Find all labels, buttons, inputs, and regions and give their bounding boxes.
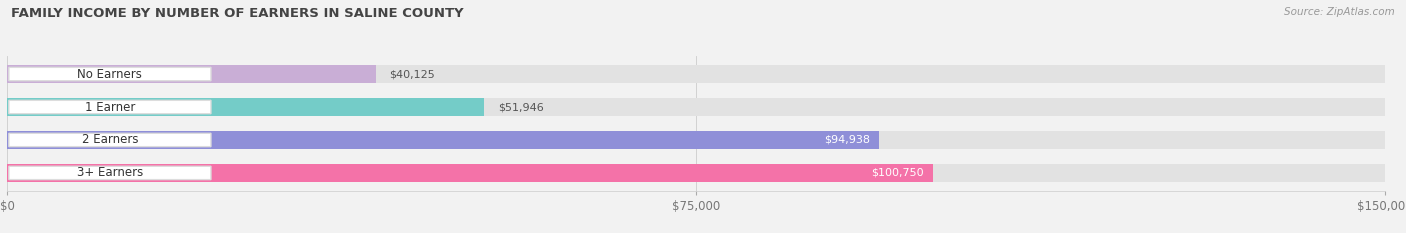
Text: $51,946: $51,946 [498, 102, 544, 112]
FancyBboxPatch shape [8, 133, 211, 147]
Bar [7, 65, 375, 83]
FancyBboxPatch shape [8, 67, 211, 81]
Text: 1 Earner: 1 Earner [84, 100, 135, 113]
Bar [7, 98, 1385, 116]
Bar [7, 131, 879, 149]
Text: No Earners: No Earners [77, 68, 142, 81]
Bar [7, 131, 1385, 149]
Text: 2 Earners: 2 Earners [82, 134, 138, 147]
Bar [7, 164, 1385, 182]
FancyBboxPatch shape [8, 100, 211, 114]
Bar [7, 98, 484, 116]
Text: 3+ Earners: 3+ Earners [77, 166, 143, 179]
Text: $100,750: $100,750 [870, 168, 924, 178]
Text: Source: ZipAtlas.com: Source: ZipAtlas.com [1284, 7, 1395, 17]
Text: $94,938: $94,938 [824, 135, 870, 145]
Bar [7, 65, 1385, 83]
Text: FAMILY INCOME BY NUMBER OF EARNERS IN SALINE COUNTY: FAMILY INCOME BY NUMBER OF EARNERS IN SA… [11, 7, 464, 20]
FancyBboxPatch shape [8, 166, 211, 180]
Bar [7, 164, 932, 182]
Text: $40,125: $40,125 [389, 69, 434, 79]
